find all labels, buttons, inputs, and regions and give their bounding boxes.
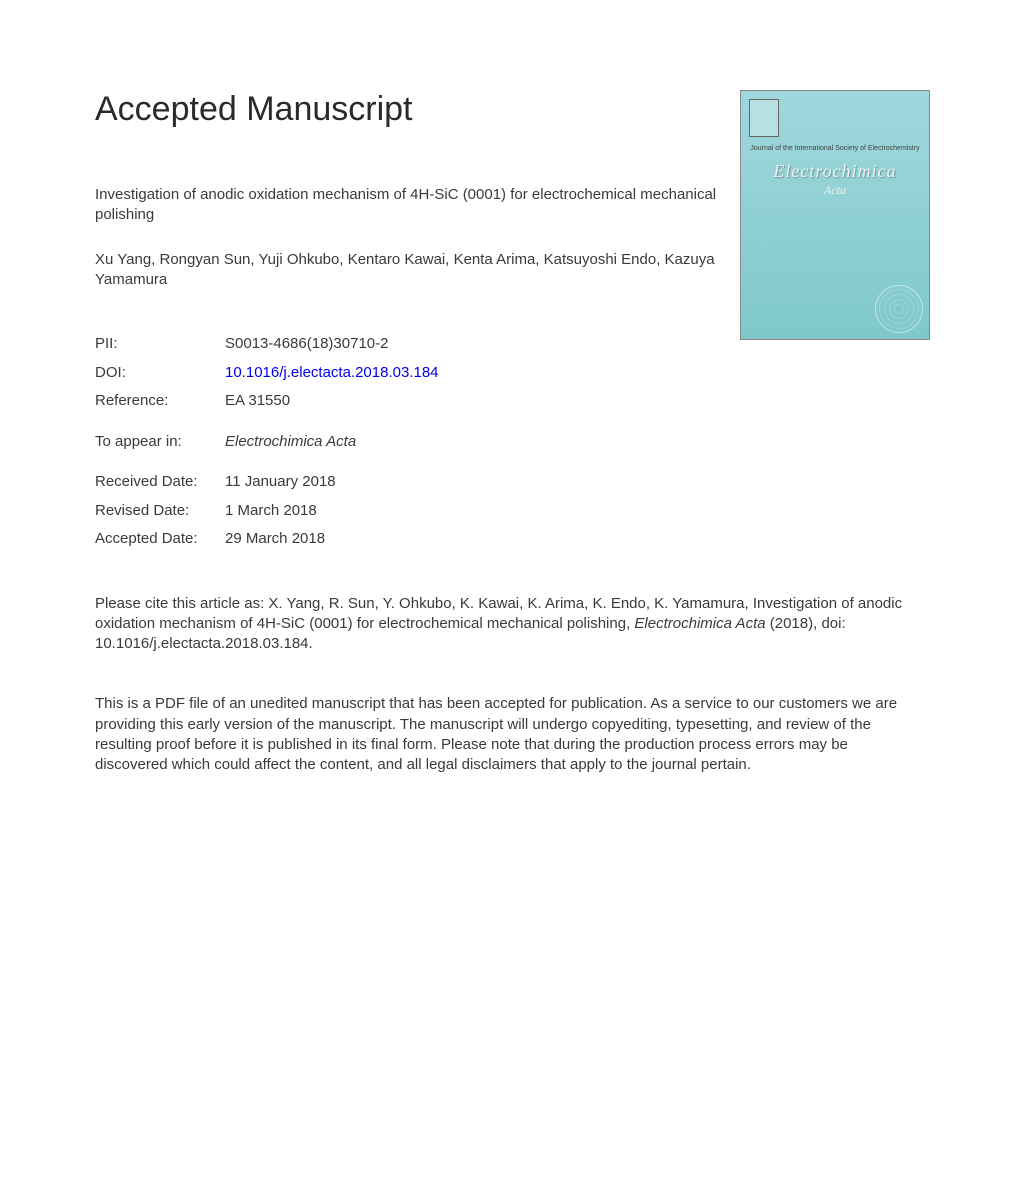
meta-row-accepted: Accepted Date: 29 March 2018 (95, 525, 925, 554)
meta-row-reference: Reference: EA 31550 (95, 387, 925, 416)
meta-row-appear: To appear in: Electrochimica Acta (95, 428, 925, 457)
cover-journal-name: Electrochimica (741, 161, 929, 182)
disclaimer-text: This is a PDF file of an unedited manusc… (95, 694, 915, 775)
meta-row-doi: DOI: 10.1016/j.electacta.2018.03.184 (95, 359, 925, 388)
metadata-table: PII: S0013-4686(18)30710-2 DOI: 10.1016/… (95, 330, 925, 554)
article-authors: Xu Yang, Rongyan Sun, Yuji Ohkubo, Kenta… (95, 250, 735, 291)
doi-label: DOI: (95, 359, 225, 388)
citation-text: Please cite this article as: X. Yang, R.… (95, 594, 915, 655)
received-label: Received Date: (95, 468, 225, 497)
manuscript-page: Journal of the International Society of … (0, 0, 1020, 835)
reference-value: EA 31550 (225, 387, 290, 416)
journal-cover-thumbnail: Journal of the International Society of … (740, 90, 930, 340)
accepted-value: 29 March 2018 (225, 525, 325, 554)
globe-icon (875, 285, 923, 333)
meta-row-received: Received Date: 11 January 2018 (95, 468, 925, 497)
pii-label: PII: (95, 330, 225, 359)
article-title: Investigation of anodic oxidation mechan… (95, 185, 735, 226)
citation-journal: Electrochimica Acta (634, 615, 765, 632)
cover-subtitle: Journal of the International Society of … (741, 145, 929, 152)
received-value: 11 January 2018 (225, 468, 336, 497)
reference-label: Reference: (95, 387, 225, 416)
doi-link[interactable]: 10.1016/j.electacta.2018.03.184 (225, 359, 439, 388)
meta-row-revised: Revised Date: 1 March 2018 (95, 497, 925, 526)
appear-value: Electrochimica Acta (225, 428, 356, 457)
pii-value: S0013-4686(18)30710-2 (225, 330, 388, 359)
accepted-label: Accepted Date: (95, 525, 225, 554)
appear-label: To appear in: (95, 428, 225, 457)
cover-journal-subname: Acta (741, 183, 929, 198)
revised-label: Revised Date: (95, 497, 225, 526)
revised-value: 1 March 2018 (225, 497, 317, 526)
elsevier-logo-box (749, 99, 779, 137)
